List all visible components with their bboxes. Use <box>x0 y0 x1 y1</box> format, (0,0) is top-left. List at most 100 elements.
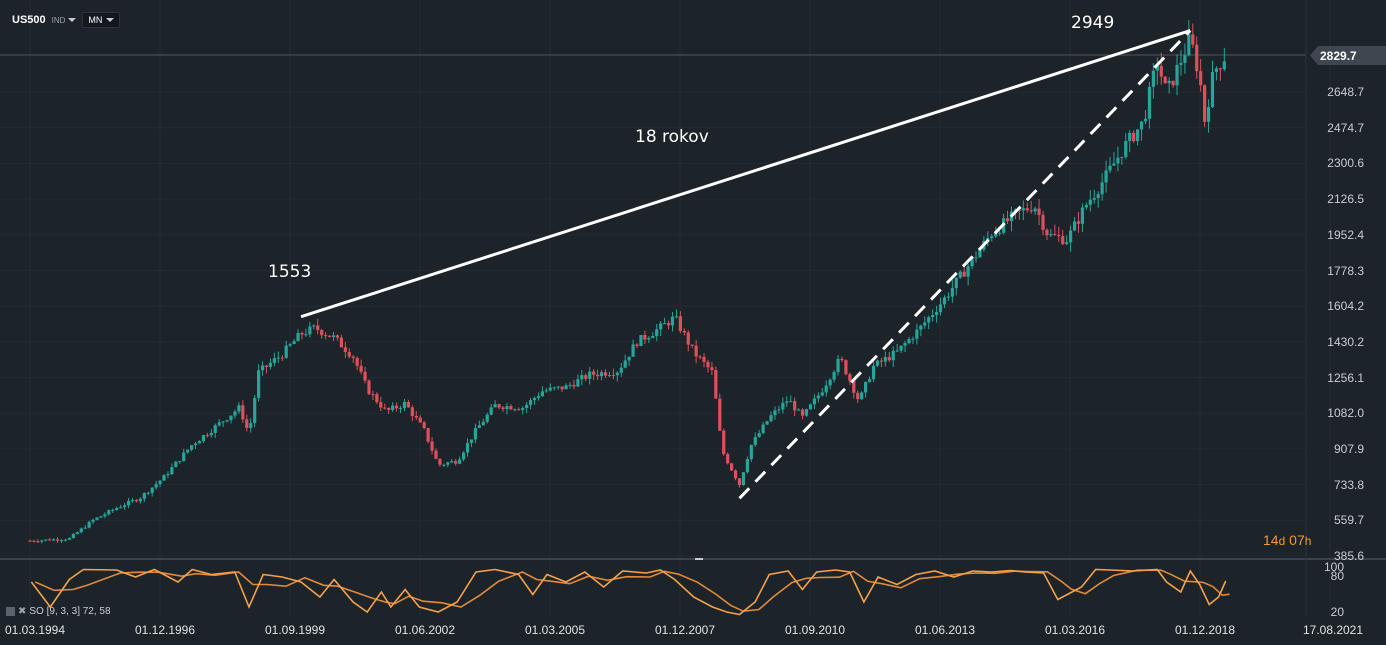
candle-body <box>599 372 604 377</box>
candle-body <box>1088 199 1092 205</box>
settings-icon[interactable] <box>6 607 15 616</box>
candle-body <box>1124 140 1128 157</box>
candle-body <box>698 356 702 358</box>
candle-body <box>1084 204 1088 208</box>
candle-body <box>915 329 919 339</box>
candle-body <box>1072 221 1077 231</box>
date-tick-label: 01.09.2010 <box>784 623 846 637</box>
candle-body <box>1092 198 1096 200</box>
date-tick-label: 01.03.1994 <box>4 623 66 637</box>
candle-body <box>418 417 422 423</box>
candle-body <box>631 344 635 357</box>
candle-body <box>450 461 454 463</box>
candle-body <box>883 357 887 362</box>
candle-body <box>513 409 517 411</box>
candle-body <box>430 441 434 451</box>
candle-body <box>1112 163 1116 166</box>
candle-body <box>1206 107 1211 122</box>
candle-body <box>568 384 572 386</box>
bar-countdown: 14d 07h <box>1263 532 1311 548</box>
candle-body <box>103 514 107 517</box>
candle-body <box>584 375 588 379</box>
candle-body <box>808 404 813 410</box>
candle-body <box>714 370 718 399</box>
candle-body <box>580 375 584 380</box>
date-tick-label: 01.12.2007 <box>654 623 716 637</box>
candle-body <box>123 505 127 508</box>
price-tick-label: 2126.5 <box>1327 192 1364 207</box>
candle-body <box>942 297 947 305</box>
candle-body <box>387 407 391 410</box>
price-tick-label: 385.6 <box>1333 549 1364 563</box>
candle-body <box>1199 71 1203 86</box>
candle-body <box>465 442 470 453</box>
candle-body <box>627 356 631 361</box>
candle-body <box>832 372 836 380</box>
candle-body <box>394 405 399 409</box>
candle-body <box>536 396 541 399</box>
candle-body <box>95 517 99 520</box>
last-price-label: 2829.7 <box>1310 46 1386 65</box>
candle-body <box>603 372 608 376</box>
candle-body <box>264 365 269 367</box>
stochastic-oscillator <box>30 568 1230 616</box>
candle-body <box>1005 218 1010 222</box>
candle-body <box>1033 208 1037 212</box>
candle-body <box>193 443 198 446</box>
stochastic-k-line <box>30 568 1227 616</box>
close-icon[interactable]: ✖ <box>18 606 27 617</box>
instrument-type-label: IND <box>51 15 66 25</box>
candle-body <box>773 410 777 416</box>
date-tick-label: 01.09.1999 <box>264 623 326 637</box>
trendline-dashed <box>738 29 1192 500</box>
instrument-type-selector[interactable]: IND <box>52 16 77 25</box>
candle-body <box>836 358 840 373</box>
candle-body <box>190 445 194 450</box>
candle-body <box>1061 236 1065 245</box>
candle-body <box>347 351 351 357</box>
oscillator-tick-label: 80 <box>1330 569 1344 583</box>
candle-body <box>87 521 91 528</box>
candle-body <box>335 335 340 338</box>
candle-body <box>828 379 832 386</box>
candle-body <box>509 406 513 410</box>
candle-body <box>225 420 229 422</box>
candle-body <box>489 407 493 415</box>
candle-body <box>201 435 206 442</box>
candle-body <box>327 335 332 337</box>
candle-body <box>477 425 481 429</box>
candle-body <box>288 344 292 346</box>
candle-body <box>552 387 556 389</box>
candle-body <box>67 538 72 540</box>
candle-body <box>217 422 221 426</box>
candle-body <box>769 415 773 422</box>
candle-body <box>52 539 56 541</box>
candle-body <box>919 325 923 330</box>
candle-body <box>588 371 592 379</box>
candle-body <box>391 405 395 410</box>
date-tick-label: 01.06.2013 <box>914 623 976 637</box>
candle-body <box>1120 156 1124 158</box>
candle-body <box>532 398 537 401</box>
candle-body <box>454 461 458 464</box>
candle-body <box>1171 80 1175 86</box>
candle-body <box>749 444 753 460</box>
price-tick-label: 2648.7 <box>1327 85 1364 100</box>
candle-body <box>694 345 698 357</box>
candle-body <box>280 357 284 359</box>
candle-body <box>375 394 379 403</box>
candle-body <box>765 421 769 425</box>
annotation-span: 18 rokov <box>635 127 709 147</box>
candle-body <box>1021 208 1025 211</box>
timeframe-selector[interactable]: MN <box>82 12 121 28</box>
candle-body <box>1187 34 1191 56</box>
candle-body <box>359 365 363 372</box>
candle-body <box>461 452 466 460</box>
candle-body <box>1076 221 1081 224</box>
symbol-label[interactable]: US500 <box>12 14 46 26</box>
candle-body <box>170 467 174 475</box>
candle-body <box>343 347 347 352</box>
candle-body <box>686 332 690 345</box>
candle-body <box>162 475 166 481</box>
